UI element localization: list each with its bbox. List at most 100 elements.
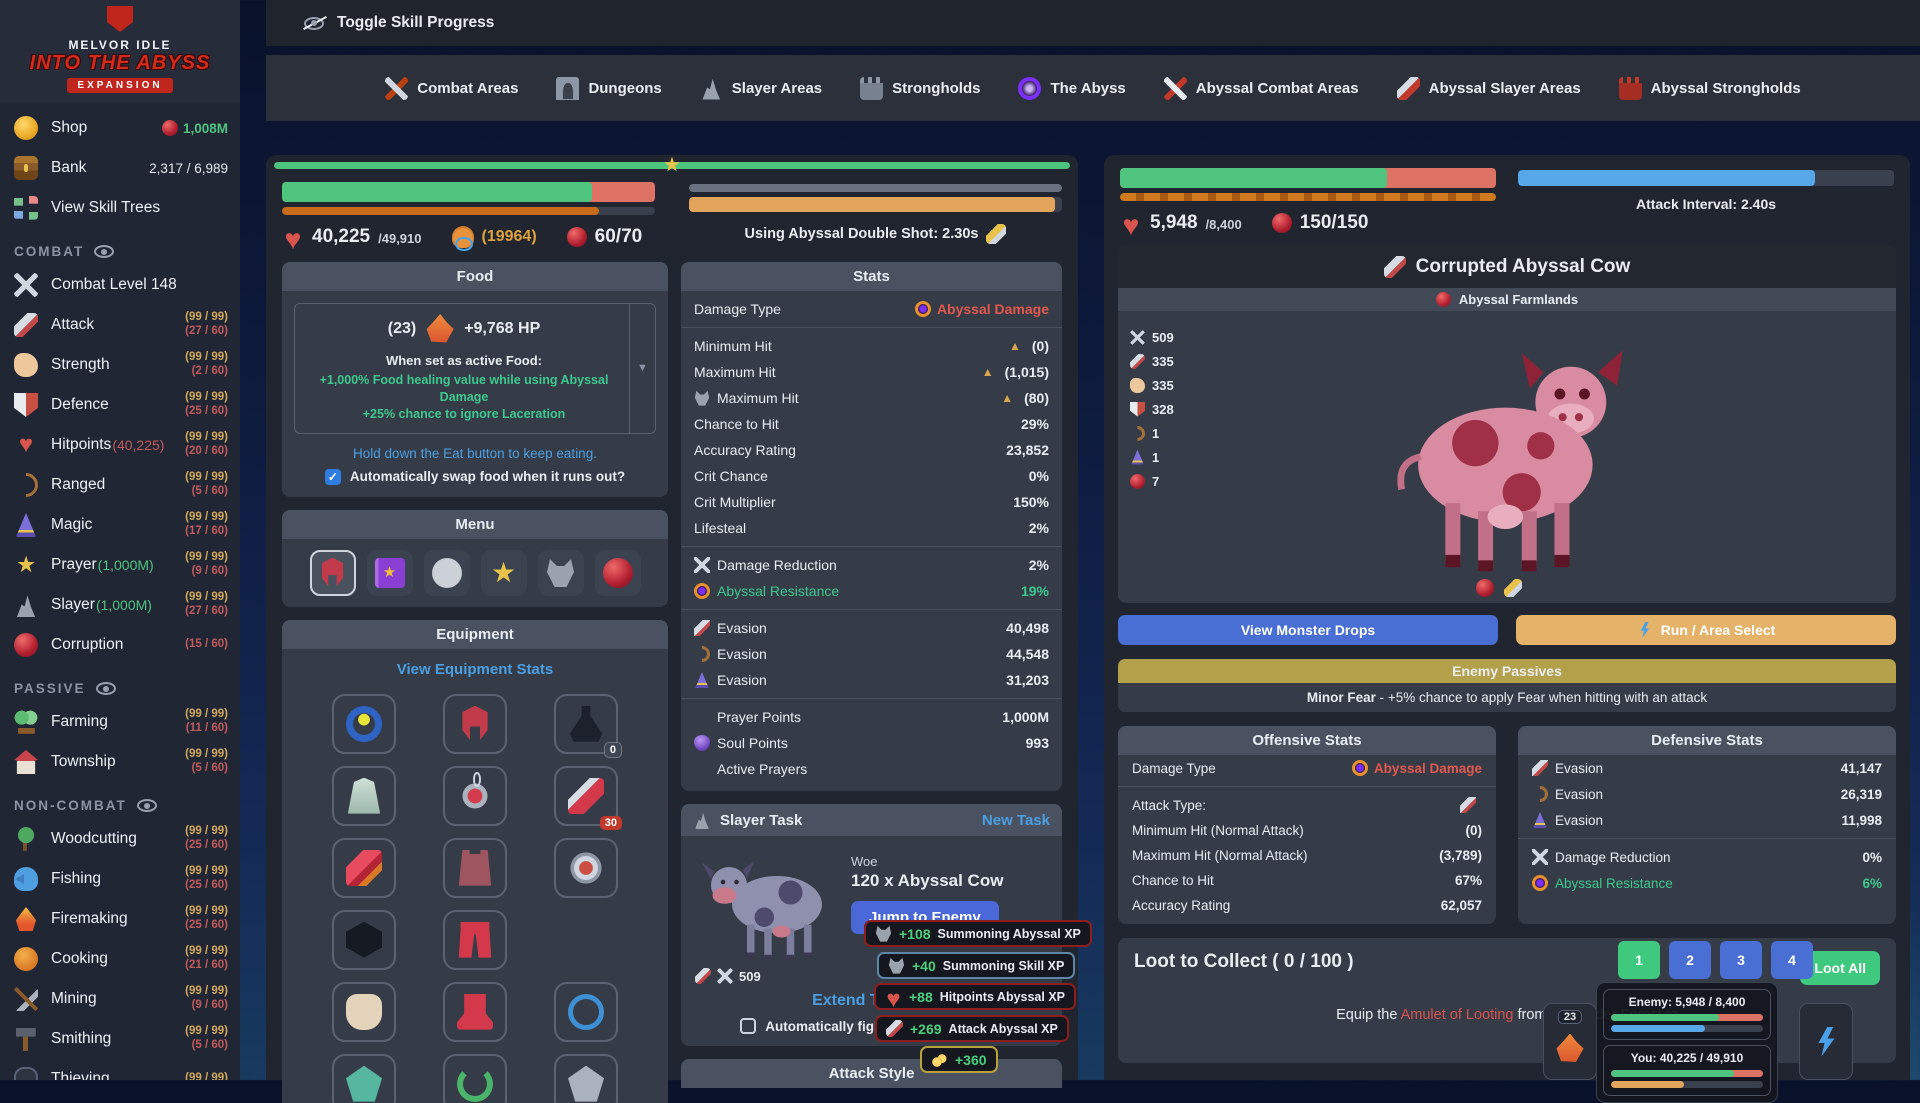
stat-icon	[1532, 760, 1548, 776]
nav-category[interactable]: Dungeons	[556, 76, 662, 100]
enemy-level-icon	[1126, 422, 1149, 444]
sidebar-skill-item[interactable]: Strength (99 / 99) (2 / 60)	[0, 345, 240, 385]
stat-label: Evasion	[1555, 760, 1604, 776]
quick-run-button[interactable]	[1799, 1003, 1853, 1080]
attack-interval-label: Attack Interval: 2.40s	[1635, 196, 1777, 212]
toggle-skill-progress-icon[interactable]	[304, 16, 324, 30]
sidebar-skill-item[interactable]: Hitpoints (40,225) (99 / 99) (20 / 60)	[0, 425, 240, 465]
eye-toggle-icon[interactable]	[94, 245, 115, 258]
stat-icon	[1528, 782, 1552, 806]
skill-level: (99 / 99)	[185, 471, 228, 484]
offensive-stats-title: Offensive Stats	[1118, 726, 1496, 755]
stat-label: Chance to Hit	[1132, 873, 1214, 888]
skill-icon	[14, 947, 38, 971]
sidebar-item-icon	[14, 156, 38, 180]
divider	[1518, 838, 1896, 839]
enemy-passives-title: Enemy Passives	[1118, 659, 1896, 683]
stat-label: Minimum Hit (Normal Attack)	[1132, 823, 1304, 838]
skill-icon	[14, 1027, 38, 1051]
tooltip-you-regen-bar	[1611, 1081, 1763, 1088]
view-monster-drops-button[interactable]: View Monster Drops	[1118, 615, 1498, 645]
skill-icon	[15, 513, 37, 537]
skill-abyssal-level: (27 / 60)	[185, 605, 228, 617]
xp-popup-icon	[888, 957, 905, 974]
enemy-level-row: 335	[1130, 373, 1174, 397]
page-button[interactable]: 1	[1618, 941, 1660, 979]
page-button[interactable]: 3	[1720, 941, 1762, 979]
enemy-level-icon	[1131, 449, 1144, 465]
loot-all-button[interactable]: Loot All	[1800, 951, 1880, 985]
stat-value: 26,319	[1840, 786, 1882, 802]
sidebar-skill-item[interactable]: Thieving (99 / 99)	[0, 1059, 240, 1080]
sidebar-skill-item[interactable]: Fishing (99 / 99) (25 / 60)	[0, 859, 240, 899]
skill-label: Strength	[51, 356, 110, 373]
enemy-hp-max: /8,400	[1205, 217, 1242, 232]
skill-abyssal-level: (17 / 60)	[185, 525, 228, 537]
main-area: Toggle Skill Progress Combat Areas Dunge…	[240, 0, 1920, 1103]
sidebar-skill-item[interactable]: Smithing (99 / 99) (5 / 60)	[0, 1019, 240, 1059]
skill-label: Magic	[51, 516, 93, 533]
loot-hint-text: Equip the	[1336, 1007, 1401, 1023]
sidebar-skill-item[interactable]: Farming (99 / 99) (11 / 60)	[0, 702, 240, 742]
sidebar-item[interactable]: Bank 2,317 / 6,989	[0, 148, 240, 188]
nav-category[interactable]: Combat Areas	[385, 76, 518, 100]
enemy-level-icon	[1130, 353, 1145, 369]
enemy-level-icon	[1130, 473, 1145, 489]
xp-amount: +108	[899, 925, 931, 942]
sidebar-skill-item[interactable]: Magic (99 / 99) (17 / 60)	[0, 505, 240, 545]
skill-label: Firemaking	[51, 910, 128, 927]
xp-amount: +269	[910, 1020, 942, 1037]
passive-name: Minor Fear	[1306, 690, 1376, 705]
skill-icon	[14, 433, 38, 457]
nav-category-label: Abyssal Strongholds	[1650, 79, 1801, 97]
sidebar-skill-item[interactable]: Defence (99 / 99) (25 / 60)	[0, 385, 240, 425]
stat-icon	[694, 761, 710, 777]
sidebar-item[interactable]: View Skill Trees	[0, 188, 240, 228]
skill-level: (99 / 99)	[185, 311, 228, 324]
sidebar-skill-item[interactable]: Attack (99 / 99) (27 / 60)	[0, 305, 240, 345]
amulet-of-looting-link[interactable]: Amulet of Looting	[1400, 1007, 1514, 1023]
sidebar-skill-item[interactable]: Slayer (1,000M) (99 / 99) (27 / 60)	[0, 585, 240, 625]
sidebar-skill-item[interactable]: Prayer (1,000M) (99 / 99) (9 / 60)	[0, 545, 240, 585]
sidebar-skill-item[interactable]: Combat Level 148	[0, 265, 240, 305]
sidebar-skill-item[interactable]: Firemaking (99 / 99) (25 / 60)	[0, 899, 240, 939]
xp-amount: +40	[912, 957, 936, 974]
stat-row: Damage Type Abyssal Damage	[1118, 755, 1496, 781]
eye-toggle-icon[interactable]	[136, 799, 157, 812]
defensive-stats-title: Defensive Stats	[1518, 726, 1896, 755]
quick-eat-button[interactable]: 23	[1543, 1003, 1597, 1080]
eye-toggle-icon[interactable]	[95, 682, 116, 695]
nav-category-label: The Abyss	[1050, 79, 1126, 97]
stat-value: (3,789)	[1439, 848, 1482, 863]
stat-value: Abyssal Damage	[1373, 760, 1482, 776]
skill-level: (99 / 99)	[185, 1025, 228, 1038]
nav-category[interactable]: The Abyss	[1018, 76, 1126, 100]
skill-level: (99 / 99)	[185, 1072, 228, 1080]
toggle-skill-progress-label[interactable]: Toggle Skill Progress	[337, 14, 495, 31]
nav-category[interactable]: Abyssal Combat Areas	[1163, 76, 1359, 100]
skill-level: (99 / 99)	[185, 351, 228, 364]
section-header-passive: PASSIVE	[0, 665, 240, 702]
section-header-combat: COMBAT	[0, 228, 240, 265]
tooltip-enemy-attack-bar	[1611, 1025, 1763, 1032]
skill-level: (99 / 99)	[185, 391, 228, 404]
nav-category[interactable]: Abyssal Slayer Areas	[1396, 76, 1581, 100]
run-area-select-button[interactable]: Run / Area Select	[1516, 615, 1896, 645]
sidebar-skill-item[interactable]: Corruption (15 / 60)	[0, 625, 240, 665]
combat-pagination: 1 2 3 4	[1618, 941, 1813, 979]
sidebar-skill-item[interactable]: Cooking (99 / 99) (21 / 60)	[0, 939, 240, 979]
logo-expansion-tag: EXPANSION	[67, 78, 173, 93]
nav-category[interactable]: Abyssal Strongholds	[1618, 76, 1801, 100]
nav-category[interactable]: Slayer Areas	[700, 77, 822, 100]
player-stats-panel: Stats Damage Type Abyssal Damage	[681, 262, 1062, 791]
sidebar-item[interactable]: Shop 1,008M	[0, 108, 240, 148]
sidebar-skill-item[interactable]: Township (99 / 99) (5 / 60)	[0, 742, 240, 782]
sidebar-skill-item[interactable]: Woodcutting (99 / 99) (25 / 60)	[0, 819, 240, 859]
page-button[interactable]: 4	[1771, 941, 1813, 979]
sidebar-skill-item[interactable]: Ranged (99 / 99) (5 / 60)	[0, 465, 240, 505]
nav-category[interactable]: Strongholds	[860, 76, 980, 100]
page-button[interactable]: 2	[1669, 941, 1711, 979]
skill-label: Farming	[51, 713, 108, 730]
sidebar-skill-item[interactable]: Mining (99 / 99) (9 / 60)	[0, 979, 240, 1019]
skill-abyssal-level: (5 / 60)	[191, 485, 228, 497]
